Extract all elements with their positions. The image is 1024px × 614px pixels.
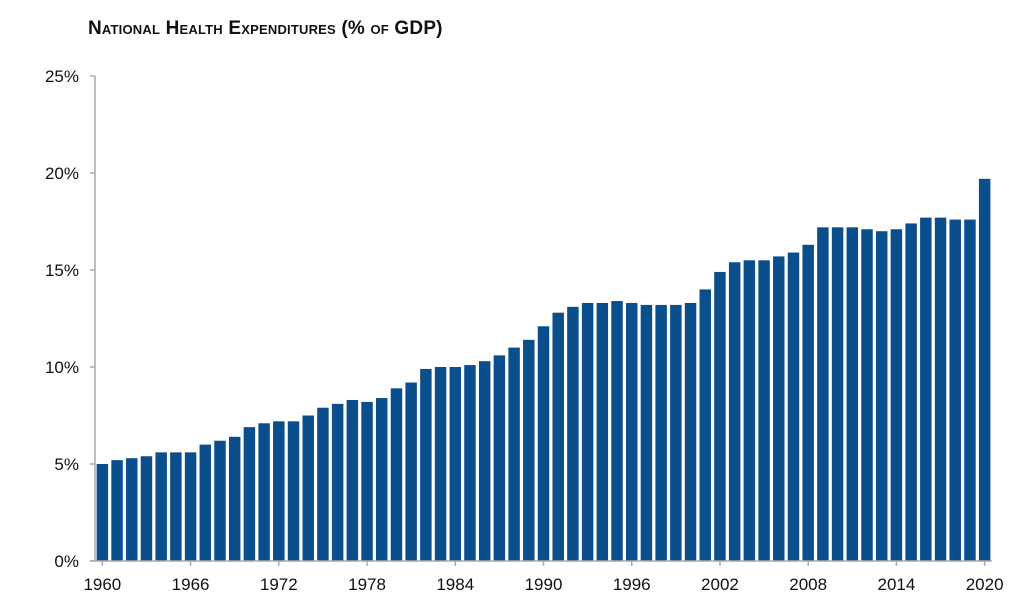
bar-1984 xyxy=(449,367,462,561)
y-tick-label: 10% xyxy=(45,358,79,377)
bar-2002 xyxy=(714,271,726,561)
bar-2000 xyxy=(684,302,697,561)
bar-2006 xyxy=(773,256,785,561)
bar-1966 xyxy=(184,452,197,561)
bar-2018 xyxy=(949,219,961,561)
bar-1995 xyxy=(611,301,623,561)
bar-2004 xyxy=(743,260,756,561)
bar-2012 xyxy=(861,229,873,561)
bars-group xyxy=(96,178,991,562)
bar-1999 xyxy=(670,304,682,561)
bar-1990 xyxy=(537,326,550,561)
bar-1963 xyxy=(140,456,153,561)
chart-title: National Health Expenditures (% of GDP) xyxy=(88,18,443,39)
bar-1967 xyxy=(199,444,212,561)
y-tick-label: 5% xyxy=(54,455,79,474)
x-tick-label: 1984 xyxy=(436,575,474,594)
bar-2009 xyxy=(817,227,829,561)
x-tick-label: 2020 xyxy=(966,575,1004,594)
x-tick-label: 2014 xyxy=(878,575,916,594)
bar-1996 xyxy=(625,302,638,561)
bar-1974 xyxy=(302,415,314,561)
x-tick-label: 1978 xyxy=(348,575,386,594)
bar-1970 xyxy=(243,427,256,561)
bar-2019 xyxy=(964,219,976,561)
bar-2011 xyxy=(846,227,859,561)
bar-1964 xyxy=(155,452,167,561)
bar-1981 xyxy=(405,382,417,561)
x-tick-label: 1996 xyxy=(613,575,651,594)
y-tick-label: 0% xyxy=(54,552,79,571)
bar-1979 xyxy=(376,398,388,561)
bar-2015 xyxy=(905,223,917,561)
bar-1988 xyxy=(508,347,520,561)
bar-2008 xyxy=(802,244,814,561)
bar-1985 xyxy=(464,365,476,561)
bar-2001 xyxy=(699,289,711,561)
bar-1998 xyxy=(655,304,667,561)
bar-2003 xyxy=(728,262,741,561)
bar-2007 xyxy=(787,252,800,562)
bar-1982 xyxy=(420,368,432,561)
bar-2013 xyxy=(875,231,888,561)
bar-2016 xyxy=(920,217,932,561)
bar-1993 xyxy=(581,302,594,561)
bar-2017 xyxy=(934,217,947,561)
bar-1973 xyxy=(287,421,300,561)
bar-1961 xyxy=(111,460,123,561)
bar-1972 xyxy=(273,421,285,561)
bar-1976 xyxy=(331,403,344,561)
y-tick-label: 25% xyxy=(45,67,79,86)
bar-1977 xyxy=(346,399,359,561)
axes-group xyxy=(90,75,992,566)
tick-labels-group: 0% 5% 10% 15% 20% 25% 1960 1966 1972 1978 1984 1990… xyxy=(45,67,1004,594)
y-tick-label: 15% xyxy=(45,261,79,280)
bar-2010 xyxy=(831,227,844,561)
bar-1994 xyxy=(596,302,609,561)
bar-1978 xyxy=(361,401,373,561)
y-tick-label: 20% xyxy=(45,164,79,183)
bar-1969 xyxy=(228,436,241,561)
bar-1991 xyxy=(552,312,564,561)
bar-1997 xyxy=(640,304,653,561)
bar-1986 xyxy=(478,361,491,561)
x-tick-label: 1966 xyxy=(172,575,210,594)
x-tick-label: 1990 xyxy=(525,575,563,594)
x-tick-label: 2002 xyxy=(701,575,739,594)
bar-1983 xyxy=(434,367,447,561)
x-tick-label: 2008 xyxy=(789,575,827,594)
bar-1992 xyxy=(567,306,579,561)
bar-1968 xyxy=(214,440,226,561)
bar-1960 xyxy=(96,464,109,561)
x-tick-label: 1972 xyxy=(260,575,298,594)
bar-1975 xyxy=(317,407,329,561)
bar-1965 xyxy=(170,452,182,561)
bar-2005 xyxy=(758,260,770,561)
bar-1971 xyxy=(258,423,270,561)
bar-1980 xyxy=(390,388,403,561)
x-tick-label: 1960 xyxy=(83,575,121,594)
bar-1987 xyxy=(493,355,506,561)
bar-2014 xyxy=(890,229,903,561)
bar-1989 xyxy=(523,339,535,561)
bar-2020 xyxy=(978,178,991,561)
bar-1962 xyxy=(126,458,138,561)
